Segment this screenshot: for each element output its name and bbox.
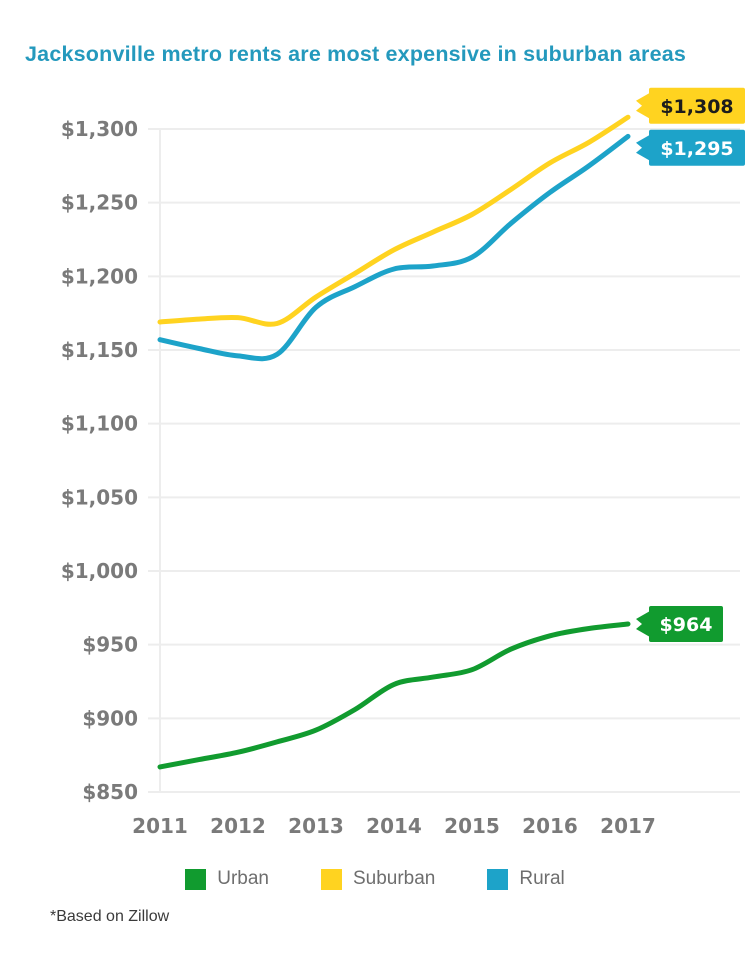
y-tick-label: $1,100	[61, 412, 138, 436]
y-tick-label: $1,300	[61, 117, 138, 141]
chart-legend: Urban Suburban Rural	[0, 868, 750, 890]
urban-end-badge-label: $964	[660, 614, 713, 636]
x-tick-label: 2017	[600, 814, 656, 838]
rural-end-badge-notch-icon	[636, 134, 650, 161]
x-tick-label: 2015	[444, 814, 500, 838]
chart-title: Jacksonville metro rents are most expens…	[25, 42, 687, 66]
legend-label-rural: Rural	[519, 868, 565, 889]
y-tick-label: $1,000	[61, 559, 138, 583]
rural-swatch-icon	[487, 868, 509, 890]
urban-swatch-icon	[185, 868, 207, 890]
legend-item-suburban: Suburban	[320, 868, 436, 890]
urban-end-badge-notch-icon	[636, 611, 650, 638]
suburban-end-badge-notch-icon	[636, 92, 650, 119]
y-tick-label: $950	[82, 633, 138, 657]
urban-line	[157, 621, 631, 770]
y-tick-label: $850	[82, 780, 138, 804]
y-tick-label: $1,200	[61, 264, 138, 288]
chart-canvas: $850 $900 $950 $1,000 $1,050 $1,100 $1,150 $1,2…	[61, 87, 745, 838]
y-tick-label: $1,150	[61, 338, 138, 362]
y-tick-label: $1,250	[61, 191, 138, 215]
legend-item-rural: Rural	[487, 868, 565, 890]
suburban-end-badge-label: $1,308	[660, 96, 733, 118]
x-tick-label: 2012	[210, 814, 266, 838]
x-tick-label: 2014	[366, 814, 422, 838]
x-tick-label: 2013	[288, 814, 344, 838]
y-tick-label: $900	[82, 706, 138, 730]
y-tick-label: $1,050	[61, 485, 138, 509]
rural-line	[157, 133, 631, 362]
legend-label-urban: Urban	[217, 868, 269, 889]
rural-end-badge	[649, 129, 745, 166]
suburban-end-badge	[649, 87, 745, 124]
urban-end-badge	[649, 606, 723, 643]
legend-label-suburban: Suburban	[352, 868, 436, 889]
legend-item-urban: Urban	[185, 868, 269, 890]
suburban-swatch-icon	[320, 868, 342, 890]
x-tick-label: 2016	[522, 814, 578, 838]
rural-end-badge-label: $1,295	[660, 138, 733, 160]
suburban-line	[157, 114, 631, 327]
footnote: *Based on Zillow	[50, 908, 170, 925]
x-tick-label: 2011	[132, 814, 188, 838]
rent-trend-chart: $850 $900 $950 $1,000 $1,050 $1,100 $1,150 $1,2…	[61, 87, 745, 838]
